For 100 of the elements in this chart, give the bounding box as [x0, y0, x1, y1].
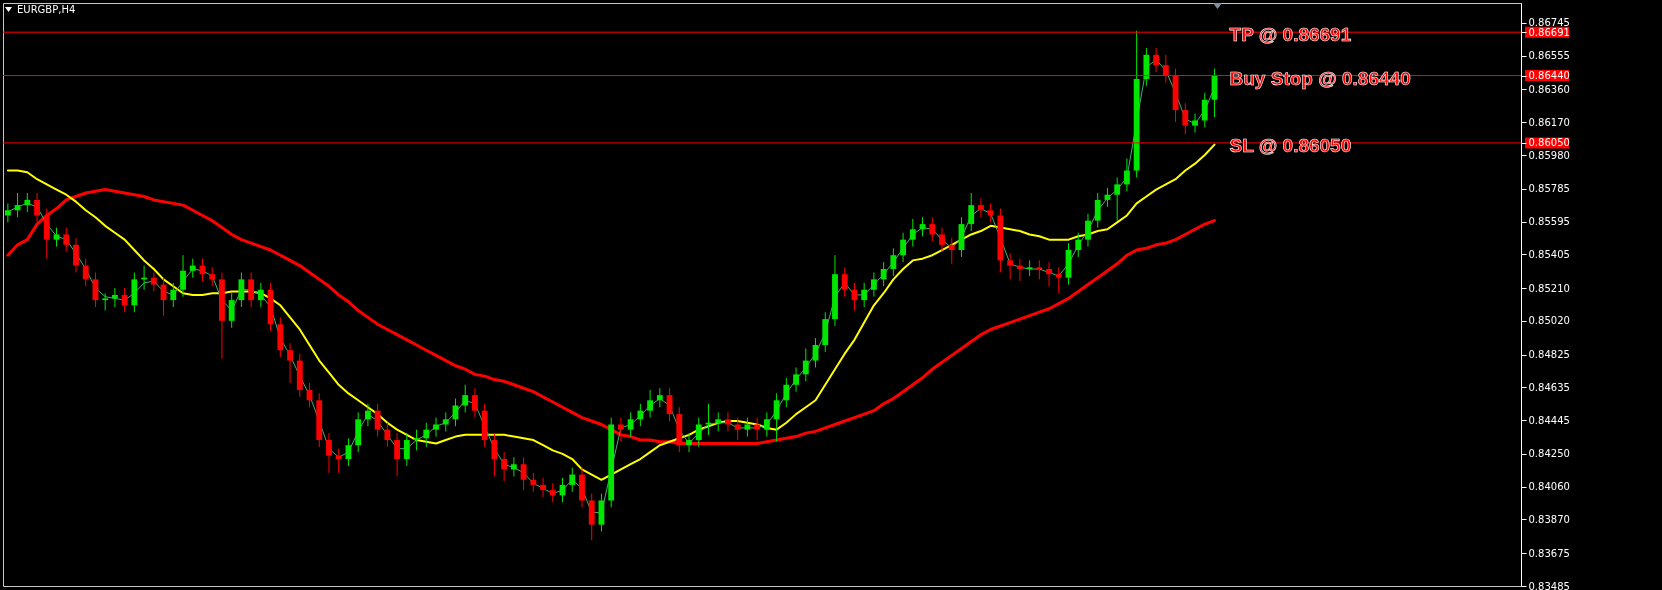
y-tick-label: 0.84250: [1528, 448, 1570, 460]
y-tick-label: 0.85020: [1528, 315, 1570, 327]
candlestick: [686, 432, 692, 453]
candlestick: [63, 227, 70, 253]
candlestick: [170, 282, 177, 308]
candlestick: [530, 472, 537, 493]
candlestick: [773, 392, 780, 443]
candlestick: [948, 237, 955, 265]
candlestick: [1055, 266, 1062, 294]
candlestick: [763, 411, 770, 438]
candlestick: [121, 287, 128, 313]
y-tick-label: 0.86170: [1528, 116, 1570, 128]
candlestick: [549, 482, 556, 503]
candlestick: [841, 266, 848, 298]
candlestick: [82, 258, 89, 287]
y-tick-label: 0.84825: [1528, 349, 1570, 361]
candlestick: [978, 197, 984, 218]
candlestick: [374, 403, 381, 438]
y-tick-label: 0.83870: [1528, 513, 1570, 525]
candlestick: [1153, 47, 1160, 73]
candlestick: [403, 432, 410, 467]
candlestick: [384, 422, 391, 448]
y-tick-label: 0.83485: [1528, 580, 1570, 590]
candlestick: [520, 456, 527, 491]
candlestick: [793, 366, 799, 393]
candlestick: [501, 451, 508, 482]
candlestick: [209, 266, 216, 287]
candlestick: [510, 456, 517, 477]
y-tick-label: 0.85405: [1528, 248, 1570, 260]
y-tick-label: 0.86360: [1528, 83, 1570, 95]
line-series: [6, 143, 1216, 481]
candlestick: [861, 282, 868, 308]
candlestick: [326, 432, 332, 474]
y-tick-label: 0.85210: [1528, 282, 1570, 294]
candlestick: [433, 417, 439, 438]
y-tick-label: 0.86050: [1528, 137, 1570, 149]
candlestick: [637, 403, 644, 427]
y-tick-label: 0.86745: [1528, 17, 1570, 29]
y-tick-label: 0.85595: [1528, 216, 1570, 228]
candlestick: [656, 387, 663, 408]
y-tick-label: 0.83675: [1528, 547, 1570, 559]
candlestick: [987, 202, 994, 223]
candlestick: [1201, 92, 1208, 128]
candlestick: [34, 192, 40, 223]
y-tick-label: 0.84060: [1528, 481, 1570, 493]
candlestick: [1094, 192, 1101, 229]
candlestick: [394, 432, 401, 477]
y-tick-label: 0.84445: [1528, 414, 1570, 426]
y-tick-label: 0.86691: [1528, 26, 1570, 38]
candlestick: [150, 271, 157, 292]
candlestick: [257, 282, 264, 308]
candlestick: [4, 202, 11, 223]
candlestick: [180, 254, 186, 298]
y-tick-label: 0.85785: [1528, 183, 1570, 195]
candlestick: [189, 258, 196, 279]
candlestick: [744, 417, 751, 438]
candlestick: [725, 411, 731, 432]
candlestick: [413, 429, 420, 451]
y-tick-label: 0.86555: [1528, 50, 1570, 62]
line-series: [6, 188, 1216, 445]
candlestick: [238, 271, 245, 308]
y-tick-label: 0.84635: [1528, 381, 1570, 393]
candlestick: [909, 218, 916, 248]
candlestick: [1036, 259, 1043, 280]
candlestick: [939, 227, 945, 253]
candlestick: [111, 287, 118, 308]
candlestick: [929, 216, 936, 242]
candlestick: [1182, 102, 1189, 135]
candlestick: [802, 347, 809, 382]
candlestick: [335, 448, 342, 474]
candlestick: [423, 422, 430, 448]
candlestick: [1016, 258, 1023, 282]
candlestick: [1046, 261, 1052, 287]
candlestick: [1007, 252, 1014, 280]
candlestick: [627, 411, 634, 438]
candlestick: [53, 227, 60, 248]
candlestick: [715, 411, 722, 432]
candlestick: [472, 387, 478, 419]
candlestick: [870, 271, 877, 298]
candlestick: [754, 417, 761, 441]
candlestick: [364, 403, 371, 427]
candlestick: [73, 237, 79, 273]
candlestick: [1114, 176, 1121, 222]
candlestick: [540, 477, 546, 498]
candlestick: [900, 232, 907, 263]
candlestick: [647, 389, 654, 419]
candlestick: [287, 342, 293, 384]
candlestick: [228, 292, 235, 329]
candlestick: [491, 432, 498, 477]
candlestick: [442, 411, 449, 432]
candlestick: [1085, 213, 1091, 248]
candlestick: [734, 417, 741, 441]
candlestick: [890, 247, 897, 277]
candlestick: [968, 192, 975, 232]
candlestick: [24, 192, 31, 213]
candlestick: [462, 384, 469, 413]
candlestick: [1075, 232, 1082, 258]
chart-title: EURGBP,H4: [17, 4, 76, 15]
candlestick: [695, 417, 702, 448]
candlestick: [880, 261, 887, 287]
